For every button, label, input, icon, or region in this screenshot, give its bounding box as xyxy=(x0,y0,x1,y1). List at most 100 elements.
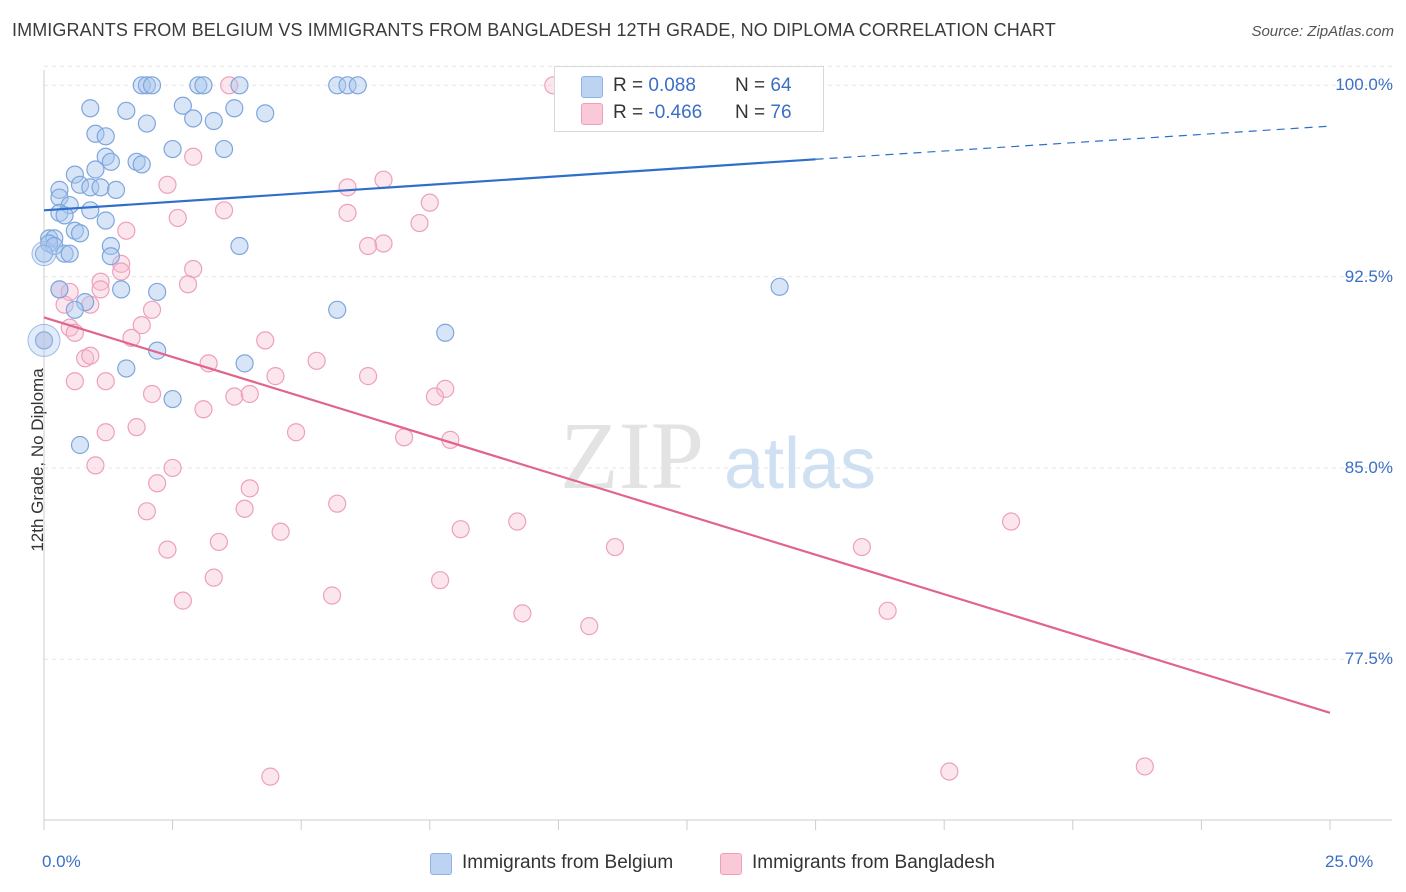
bangladesh-point xyxy=(374,234,393,253)
bangladesh-point xyxy=(112,262,131,281)
bangladesh-point xyxy=(163,458,182,478)
watermark-zip: ZIP xyxy=(560,402,704,509)
source-label: Source: ZipAtlas.com xyxy=(1251,23,1394,40)
axes xyxy=(43,70,1392,830)
bangladesh-point xyxy=(184,259,203,279)
belgium-n-row: N = 64 xyxy=(735,75,792,99)
belgium-point xyxy=(45,236,64,256)
y-tick-label: 85.0% xyxy=(1344,457,1393,477)
bangladesh-point xyxy=(451,520,470,539)
belgium-r-label: R = xyxy=(613,75,649,96)
bangladesh-point xyxy=(878,601,897,620)
belgium-point xyxy=(34,331,54,350)
belgium-point xyxy=(70,224,90,243)
bangladesh-point xyxy=(513,604,532,623)
chart-title: IMMIGRANTS FROM BELGIUM VS IMMIGRANTS FR… xyxy=(12,20,1056,40)
belgium-point xyxy=(50,188,69,207)
belgium-point xyxy=(101,247,120,266)
belgium-point xyxy=(137,76,156,95)
belgium-point xyxy=(194,76,213,95)
bangladesh-point xyxy=(420,193,439,212)
belgium-point xyxy=(76,293,95,312)
bangladesh-point xyxy=(394,428,414,447)
belgium-point xyxy=(106,180,126,199)
x-tick-min: 0.0% xyxy=(42,852,81,871)
bangladesh-n-label: N = xyxy=(735,102,771,123)
bangladesh-point xyxy=(142,384,162,404)
bangladesh-n-row: N = 76 xyxy=(735,102,792,126)
belgium-point xyxy=(81,201,100,220)
bottom-legend-belgium-swatch xyxy=(430,853,452,875)
bangladesh-point xyxy=(235,499,254,518)
bangladesh-point xyxy=(91,272,110,291)
bangladesh-point xyxy=(209,532,228,552)
belgium-point xyxy=(55,206,74,225)
belgium-point xyxy=(70,435,90,455)
bangladesh-point xyxy=(358,367,378,386)
belgium-point xyxy=(137,114,156,133)
belgium-point xyxy=(132,76,151,95)
bangladesh-point xyxy=(214,201,234,220)
bangladesh-point xyxy=(184,147,203,166)
bangladesh-point xyxy=(86,456,105,475)
belgium-point xyxy=(163,389,182,409)
bangladesh-point xyxy=(410,213,429,233)
belgium-point xyxy=(770,277,789,296)
bangladesh-point xyxy=(168,208,187,228)
belgium-point xyxy=(127,152,146,171)
correlation-legend: R = 0.088 N = 64 R = -0.466 N = 76 xyxy=(554,66,824,132)
belgium-point xyxy=(101,152,120,171)
belgium-point xyxy=(189,76,208,95)
belgium-point xyxy=(101,236,120,256)
belgium-point xyxy=(60,244,79,263)
bangladesh-r-label: R = xyxy=(613,102,649,123)
bangladesh-point xyxy=(271,522,290,541)
bottom-legend-belgium: Immigrants from Belgium xyxy=(462,852,674,873)
bangladesh-point xyxy=(158,175,177,194)
belgium-point xyxy=(81,178,100,197)
watermark: ZIP atlas xyxy=(560,402,876,509)
belgium-r-value: 0.088 xyxy=(648,75,696,96)
bangladesh-point xyxy=(508,512,527,531)
bangladesh-point xyxy=(117,221,136,240)
belgium-point xyxy=(204,111,223,131)
bangladesh-r-value: -0.466 xyxy=(648,102,703,123)
bangladesh-trend-line xyxy=(43,316,1331,714)
belgium-point xyxy=(148,282,167,302)
y-tick-label: 77.5% xyxy=(1344,649,1393,669)
bangladesh-point xyxy=(374,170,393,189)
bangladesh-point xyxy=(940,762,959,781)
bangladesh-point xyxy=(322,586,342,605)
bangladesh-point xyxy=(436,379,455,398)
belgium-point xyxy=(225,99,244,118)
bangladesh-point xyxy=(132,316,151,335)
belgium-point xyxy=(96,127,115,146)
bangladesh-point xyxy=(338,178,357,197)
x-tick-max: 25.0% xyxy=(1325,852,1374,871)
belgium-point xyxy=(328,300,347,319)
belgium-point xyxy=(50,280,69,299)
bangladesh-point xyxy=(256,331,275,350)
belgium-point xyxy=(163,139,182,159)
belgium-trend-line xyxy=(43,158,816,212)
bangladesh-legend-row: R = -0.466 xyxy=(613,102,702,126)
bangladesh-point xyxy=(137,502,156,521)
belgium-point xyxy=(65,221,84,240)
belgium-point xyxy=(34,244,54,263)
bangladesh-point xyxy=(225,387,244,406)
bottom-legend-bangladesh-swatch xyxy=(720,853,742,875)
bangladesh-point xyxy=(425,387,445,406)
bangladesh-point xyxy=(852,537,871,557)
belgium-point xyxy=(436,323,455,342)
bangladesh-point xyxy=(204,568,223,587)
belgium-point xyxy=(117,359,136,378)
bangladesh-point xyxy=(1135,757,1154,776)
bangladesh-point xyxy=(158,540,177,559)
bangladesh-point xyxy=(81,346,100,365)
belgium-point xyxy=(40,234,59,253)
bangladesh-point xyxy=(91,280,110,299)
bangladesh-point xyxy=(1001,512,1021,531)
bangladesh-point xyxy=(142,300,162,319)
belgium-point xyxy=(65,300,84,319)
